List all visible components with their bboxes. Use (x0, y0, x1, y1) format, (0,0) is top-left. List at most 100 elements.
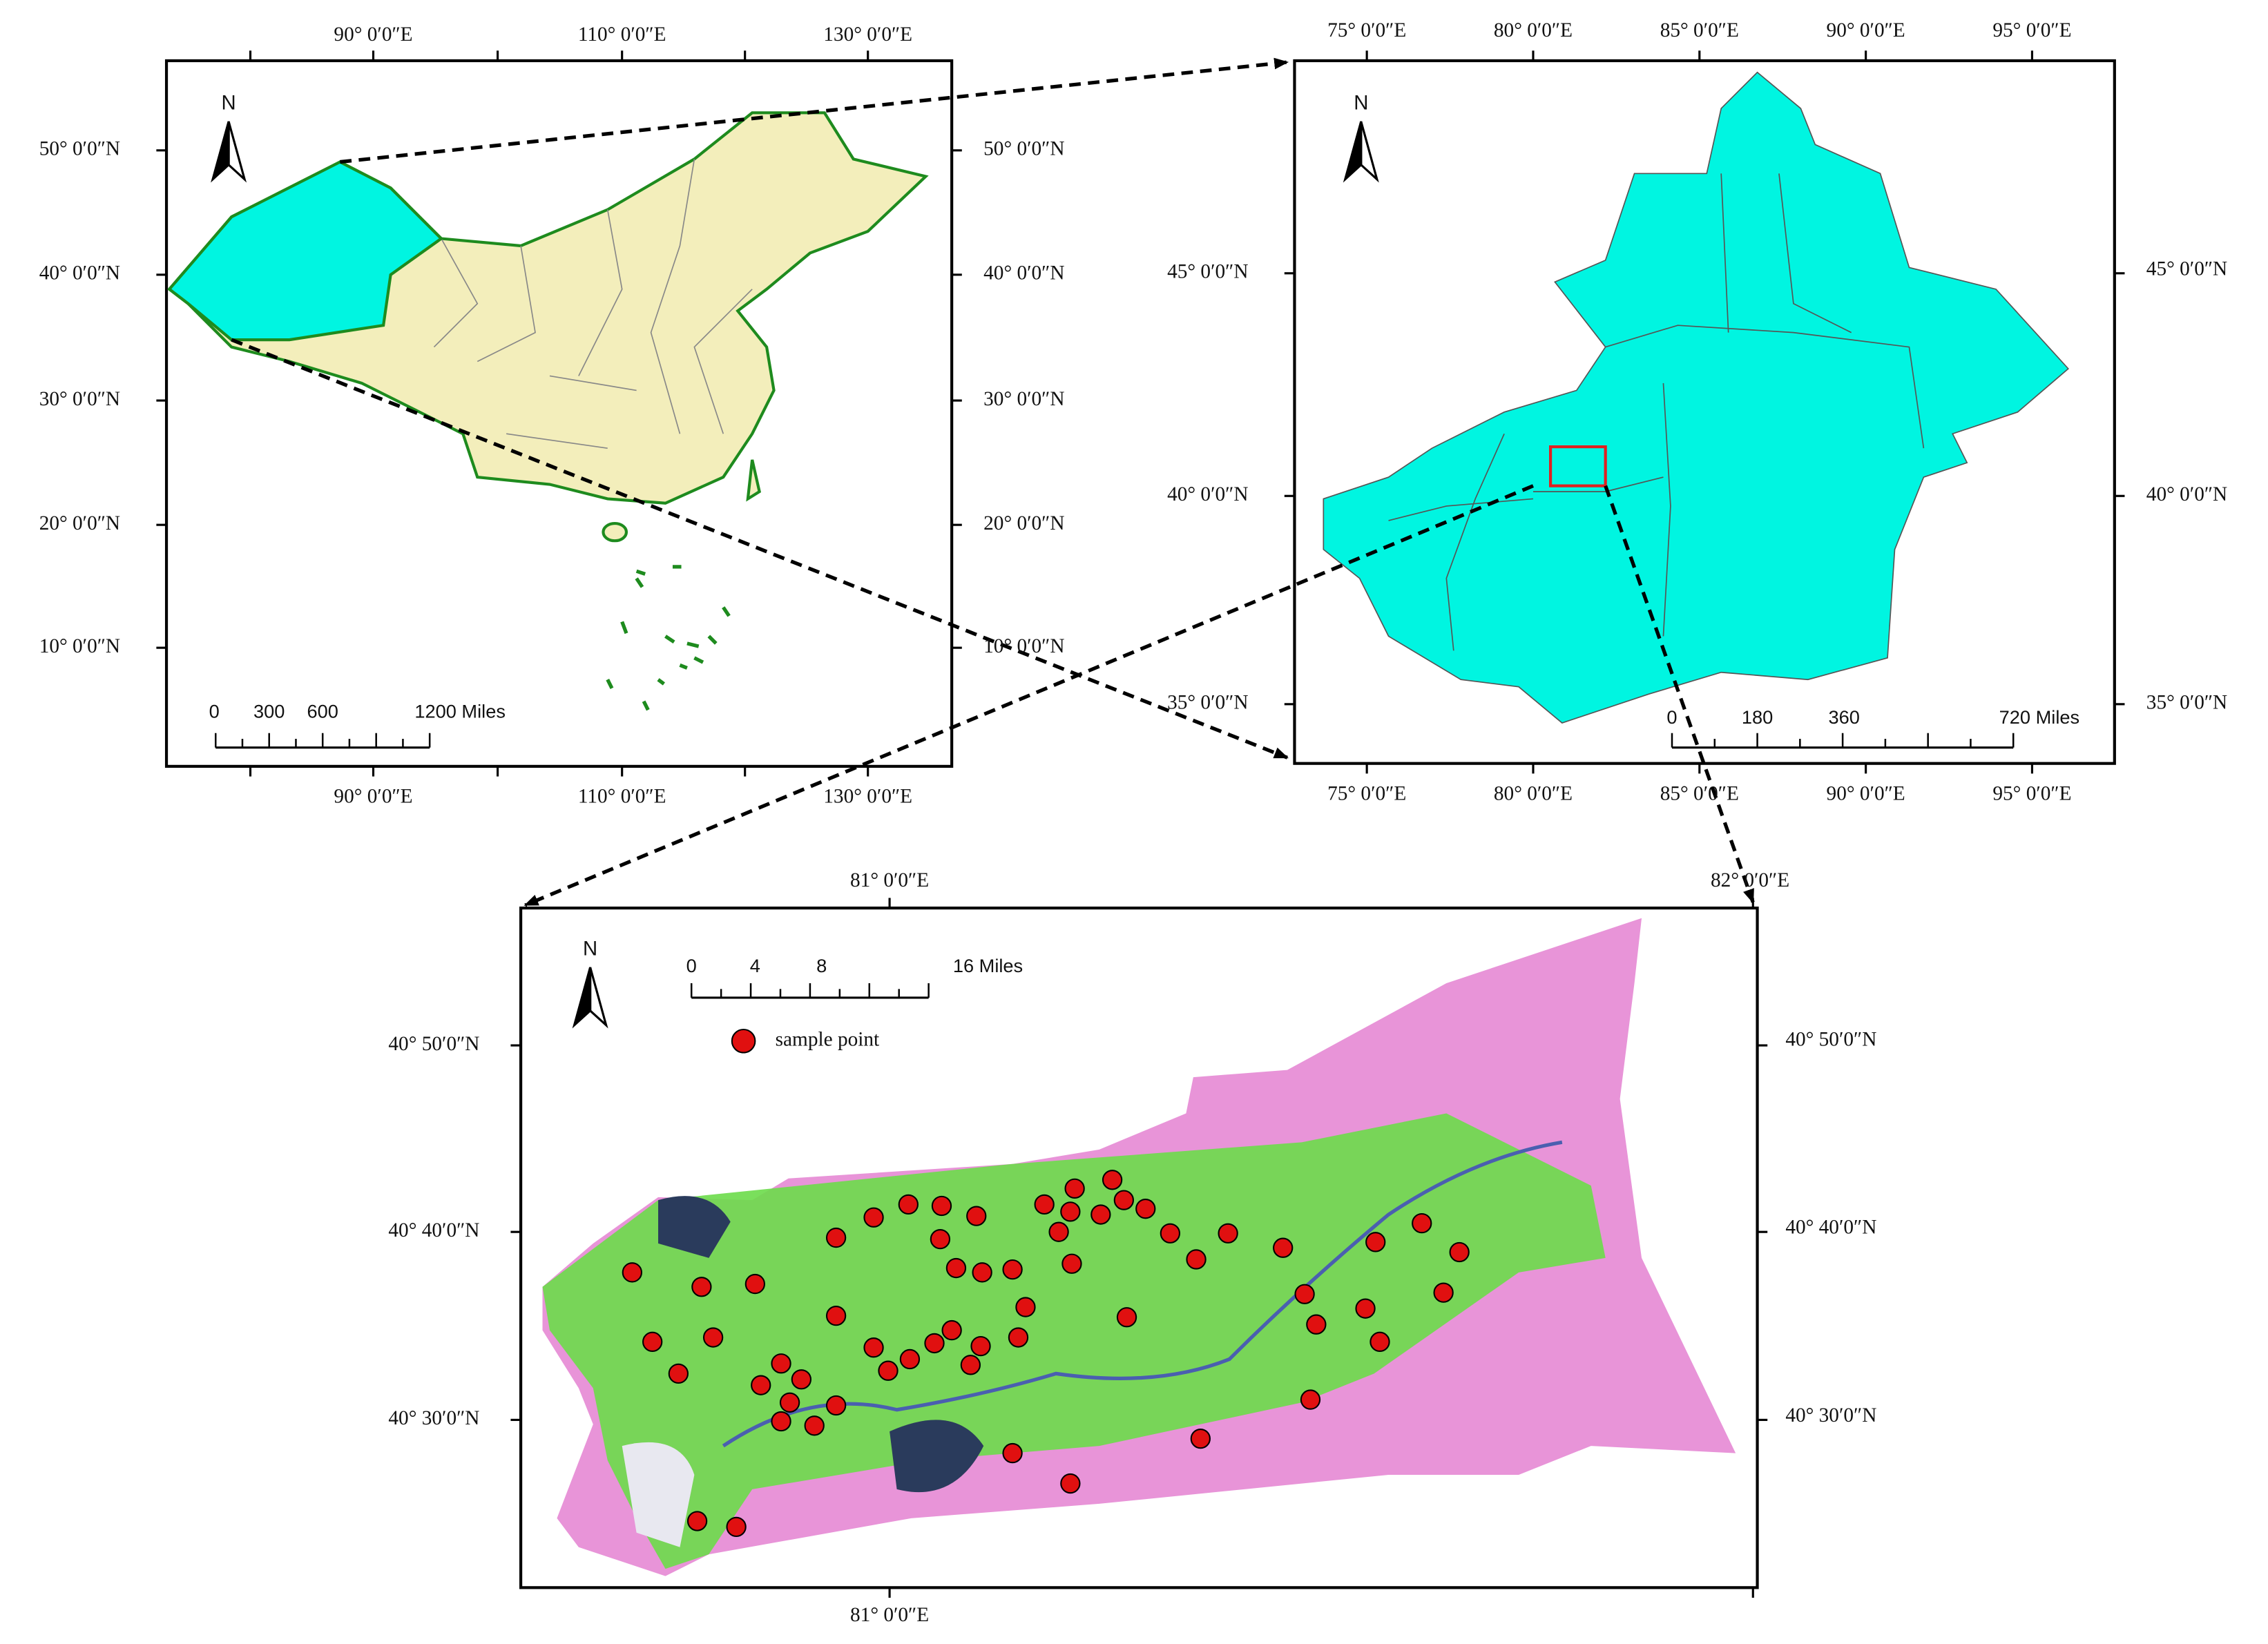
latitude-label: 30° 0′0″N (983, 388, 1064, 410)
sample-point (1061, 1253, 1082, 1274)
latitude-label: 20° 0′0″N (39, 512, 120, 534)
scale-label: 720 Miles (1999, 706, 2080, 728)
sample-point (686, 1511, 708, 1531)
lake (658, 1196, 731, 1258)
north-arrow (211, 121, 230, 183)
longitude-label: 75° 0′0″E (1327, 782, 1406, 804)
latitude-label: 35° 0′0″N (2146, 692, 2227, 714)
river (722, 1140, 1563, 1448)
longitude-label: 85° 0′0″E (1660, 782, 1739, 804)
north-arrow (1343, 121, 1363, 183)
latitude-label: 50° 0′0″N (983, 138, 1064, 160)
longitude-label: 85° 0′0″E (1660, 19, 1739, 41)
scale-label: 1200 Miles (414, 701, 506, 722)
longitude-label: 80° 0′0″E (1494, 782, 1573, 804)
sample-point (863, 1337, 884, 1358)
sample-point (779, 1392, 800, 1413)
sample-point (1190, 1428, 1211, 1449)
connectors (231, 57, 1755, 907)
sample-point (1060, 1201, 1081, 1222)
sample-point (1002, 1259, 1023, 1280)
latitude-label: 40° 40′0″N (388, 1219, 479, 1241)
north-label: N (1354, 92, 1368, 115)
scale-label: 180 (1742, 706, 1773, 728)
longitude-label: 90° 0′0″E (334, 786, 412, 808)
legend-label: sample point (776, 1028, 880, 1050)
sample-point (1113, 1190, 1134, 1210)
sample-point (1412, 1212, 1432, 1234)
sample-point (945, 1257, 967, 1279)
sample-point (1306, 1314, 1327, 1335)
sample-point (930, 1228, 951, 1250)
scale-label: 0 (686, 955, 697, 976)
prefecture-borders (1388, 173, 1925, 651)
sample-point (1008, 1327, 1029, 1348)
longitude-label: 75° 0′0″E (1327, 19, 1406, 41)
sample-point (966, 1206, 987, 1226)
sample-point (1160, 1223, 1181, 1244)
latitude-label: 40° 30′0″N (1785, 1404, 1876, 1427)
sample-point (1135, 1199, 1156, 1219)
longitude-label: 82° 0′0″E (1711, 869, 1789, 891)
sample-point (1449, 1241, 1470, 1263)
lake (890, 1420, 984, 1493)
latitude-label: 40° 0′0″N (983, 262, 1064, 284)
study-area-box (1549, 445, 1607, 487)
hainan (602, 521, 628, 543)
sample-point (1102, 1170, 1123, 1190)
sample-point (702, 1327, 724, 1348)
sample-point (1186, 1249, 1207, 1270)
longitude-label: 80° 0′0″E (1494, 19, 1573, 41)
sample-point (1116, 1307, 1137, 1328)
sample-point (691, 1277, 712, 1297)
connector (1604, 485, 1755, 904)
sample-point (1015, 1297, 1036, 1317)
sample-point (1064, 1178, 1085, 1199)
latitude-label: 50° 0′0″N (39, 138, 120, 160)
sample-point (825, 1305, 847, 1326)
sample-point (1273, 1237, 1294, 1258)
connector (231, 338, 1289, 760)
scale-label: 600 (307, 701, 338, 722)
sample-point (791, 1369, 812, 1390)
taiwan (746, 459, 761, 502)
sample-point (1048, 1221, 1069, 1242)
sample-point (825, 1227, 847, 1248)
longitude-label: 90° 0′0″E (1827, 19, 1905, 41)
scale-label: 8 (816, 955, 827, 976)
latitude-label: 45° 0′0″N (1167, 261, 1248, 283)
sample-point (899, 1348, 921, 1370)
islands (606, 565, 731, 711)
longitude-label: 95° 0′0″E (1992, 19, 2071, 41)
sample-point (622, 1262, 643, 1283)
xinjiang-map (1323, 71, 2069, 724)
sample-point (1365, 1232, 1386, 1253)
latitude-label: 40° 0′0″N (1167, 483, 1248, 505)
scale-label: 300 (253, 701, 285, 722)
north-label: N (222, 92, 236, 115)
sample-point (1034, 1194, 1055, 1215)
latitude-label: 40° 30′0″N (388, 1407, 479, 1429)
latitude-label: 45° 0′0″N (2146, 258, 2227, 280)
sample-point (642, 1331, 663, 1352)
sample-point (972, 1262, 992, 1283)
sample-point (1002, 1442, 1023, 1464)
xinjiang-region (167, 160, 444, 342)
sample-point (1294, 1284, 1315, 1304)
latitude-label: 40° 40′0″N (1785, 1217, 1876, 1239)
latitude-label: 30° 0′0″N (39, 388, 120, 410)
longitude-label: 110° 0′0″E (578, 786, 666, 808)
sample-point (751, 1375, 771, 1395)
sample-point (941, 1319, 962, 1341)
sample-point (924, 1333, 945, 1354)
latitude-label: 20° 0′0″N (983, 512, 1064, 534)
scale-label: 16 Miles (953, 955, 1023, 976)
sample-point (668, 1363, 689, 1384)
latitude-label: 40° 0′0″N (39, 262, 120, 284)
sample-point (960, 1355, 981, 1375)
sample-point (744, 1273, 766, 1295)
scale-label: 360 (1828, 706, 1859, 728)
longitude-label: 90° 0′0″E (1827, 782, 1905, 804)
salt-flat (622, 1442, 695, 1547)
